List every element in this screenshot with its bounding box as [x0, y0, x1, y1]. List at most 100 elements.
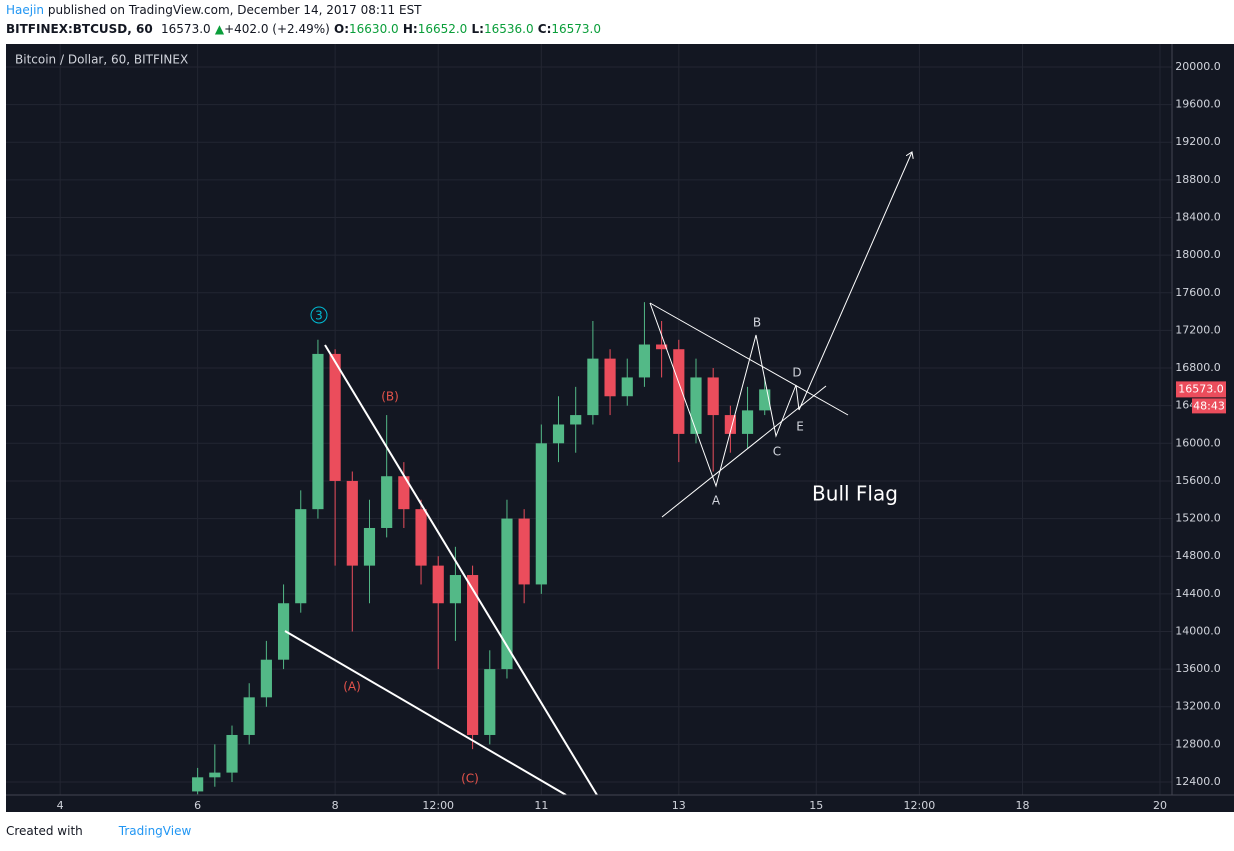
annotation: 3 — [315, 309, 323, 323]
x-tick-label: 20 — [1153, 799, 1167, 812]
close: 16573.0 — [551, 22, 601, 36]
candle-body — [346, 480, 358, 566]
y-tick-label: 18800.0 — [1175, 173, 1221, 186]
x-tick-label: 13 — [672, 799, 686, 812]
plot-background — [6, 44, 1234, 812]
candle-body — [759, 389, 771, 411]
candle-body — [656, 344, 668, 350]
candle-body — [690, 377, 702, 434]
quote-line: BITFINEX:BTCUSD, 60 16573.0 ▲+402.0 (+2.… — [6, 22, 601, 36]
candle-body — [501, 518, 513, 670]
drawings — [284, 152, 912, 795]
y-tick-label: 14000.0 — [1175, 624, 1221, 637]
candle-body — [741, 410, 754, 434]
y-tick-label: 12800.0 — [1175, 737, 1221, 750]
trend-line — [324, 344, 598, 795]
footer: Created with TradingView — [6, 824, 191, 838]
candle-body — [192, 777, 204, 792]
high-label: H: — [402, 22, 418, 36]
y-tick-label: 17200.0 — [1175, 323, 1221, 336]
y-tick-label: 19600.0 — [1175, 98, 1221, 111]
open: 16630.0 — [349, 22, 399, 36]
x-tick-label: 11 — [534, 799, 548, 812]
countdown-tag — [1192, 398, 1226, 414]
y-tick-label: 20000.0 — [1175, 60, 1221, 73]
x-tick-label: 18 — [1015, 799, 1029, 812]
y-tick-label: 16800.0 — [1175, 361, 1221, 374]
y-tick-label: 13600.0 — [1175, 662, 1221, 675]
countdown: 48:43 — [1193, 399, 1225, 412]
candle-body — [724, 415, 736, 434]
annotation: (B) — [381, 390, 399, 404]
y-tick-label: 15600.0 — [1175, 474, 1221, 487]
candle-body — [209, 772, 221, 778]
x-tick-label: 6 — [194, 799, 201, 812]
annotation: Bull Flag — [812, 482, 898, 506]
candle-body — [329, 353, 341, 481]
y-tick-label: 14800.0 — [1175, 549, 1221, 562]
candle-body — [604, 358, 616, 397]
target-arrow — [798, 152, 912, 411]
publish-line: Haejin published on TradingView.com, Dec… — [6, 3, 422, 17]
y-tick-label: 12400.0 — [1175, 775, 1221, 788]
x-tick-label: 12:00 — [422, 799, 454, 812]
annotation: D — [792, 366, 801, 380]
candle-body — [707, 377, 719, 416]
wave-path — [649, 302, 800, 488]
annotation: C — [773, 445, 781, 459]
candle-body — [277, 603, 290, 660]
chart: Bitcoin / Dollar, 60, BITFINEX 12400.0 12… — [6, 44, 1234, 812]
y-tick-label: 18000.0 — [1175, 248, 1221, 261]
y-tick-label: 18400.0 — [1175, 210, 1221, 223]
candle-body — [243, 697, 255, 735]
candle-body — [363, 527, 376, 566]
annotation: (A) — [343, 680, 361, 694]
footer-prefix: Created with — [6, 824, 83, 838]
open-label: O: — [334, 22, 350, 36]
y-tick-label: 19200.0 — [1175, 135, 1221, 148]
y-tick-label: 15200.0 — [1175, 512, 1221, 525]
flag-line — [649, 302, 849, 416]
candle-body — [415, 509, 427, 566]
low: 16536.0 — [483, 22, 534, 36]
published: published on TradingView.com, December 1… — [47, 3, 422, 17]
brand[interactable]: TradingView — [118, 824, 192, 838]
arrow: ▲ — [214, 22, 225, 36]
candle-body — [312, 353, 324, 510]
close-label: C: — [537, 22, 552, 36]
x-tick-label: 15 — [809, 799, 823, 812]
candle-body — [552, 424, 565, 444]
last: 16573.0 — [161, 22, 211, 36]
candle-body — [295, 509, 307, 604]
candle-body — [621, 377, 633, 397]
candle-body — [587, 358, 599, 416]
wave-circle — [310, 306, 328, 324]
header: Haejin published on TradingView.com, Dec… — [0, 0, 1234, 44]
x-tick-label: 4 — [57, 799, 64, 812]
candle-body — [398, 476, 410, 510]
symbol: BITFINEX:BTCUSD, 60 — [6, 22, 153, 36]
candle-body — [467, 575, 479, 735]
candle-body — [673, 349, 685, 434]
x-tick-label: 12:00 — [904, 799, 936, 812]
y-tick-label: 14400.0 — [1175, 587, 1221, 600]
candle-body — [432, 565, 444, 604]
low-label: L: — [471, 22, 484, 36]
candle-body — [535, 443, 547, 585]
annotation: A — [712, 494, 721, 508]
high: 16652.0 — [417, 22, 468, 36]
chart-title: Bitcoin / Dollar, 60, BITFINEX — [15, 53, 188, 67]
x-tick-label: 8 — [332, 799, 339, 812]
author[interactable]: Haejin — [6, 3, 45, 17]
annotation: B — [753, 316, 761, 330]
last-price-label: 16573.0 — [1178, 382, 1224, 395]
last-price-tag — [1176, 381, 1226, 398]
annotation: E — [796, 420, 804, 434]
y-tick-label: 17600.0 — [1175, 286, 1221, 299]
y-tick-label: 13200.0 — [1175, 700, 1221, 713]
annotation: (C) — [461, 772, 479, 786]
candle-body — [449, 575, 461, 604]
candle-body — [260, 659, 272, 698]
change: +402.0 (+2.49%) — [224, 22, 330, 36]
